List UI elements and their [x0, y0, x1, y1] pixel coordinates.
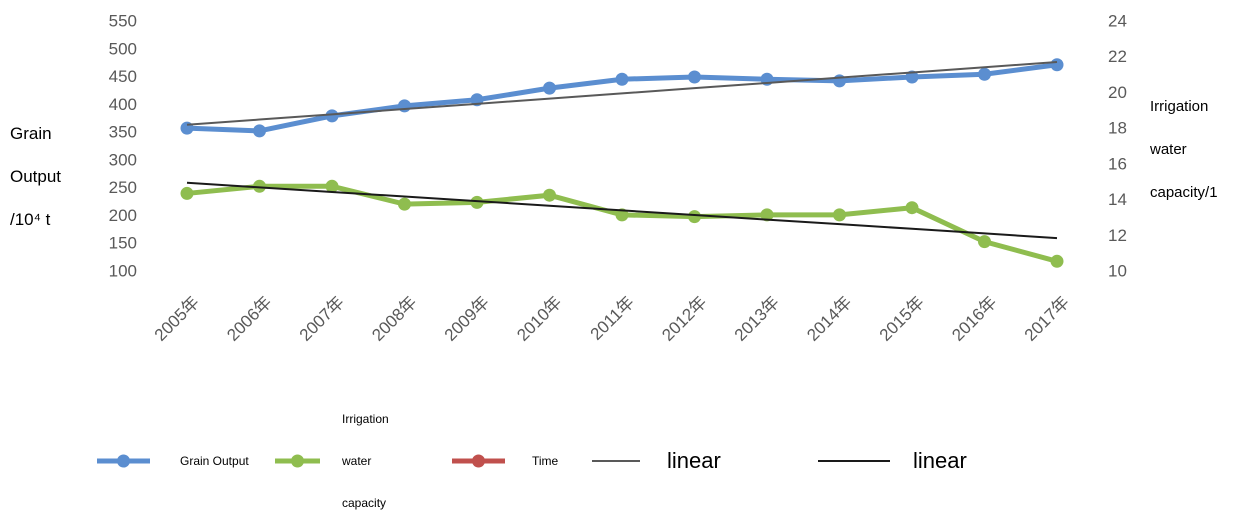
y-tick-label: 550 [109, 11, 137, 30]
marker [398, 99, 411, 113]
marker [760, 208, 774, 222]
y-tick-label: 100 [109, 261, 137, 280]
y2-tick-label: 14 [1108, 190, 1127, 209]
x-tick-label: 2015年 [876, 293, 928, 345]
y2-axis-title: Irrigation water capacity/1 [1150, 98, 1218, 201]
marker [1050, 254, 1064, 268]
trend-line [186, 181, 1058, 240]
marker [325, 179, 339, 193]
y-tick-label: 450 [109, 67, 137, 86]
y-axis-title: Grain Output /10⁴ t [10, 124, 62, 229]
marker [615, 208, 629, 222]
series-line [186, 183, 1058, 264]
legend-label: Irrigation water capacity [342, 412, 389, 510]
y2-tick-label: 16 [1108, 154, 1127, 173]
x-tick-label: 2006年 [223, 293, 275, 345]
marker [978, 67, 991, 81]
x-tick-label: 2012年 [658, 293, 710, 345]
marker [688, 210, 701, 224]
y2-tick-label: 24 [1108, 11, 1127, 30]
marker [180, 186, 194, 200]
marker [833, 208, 846, 222]
x-tick-label: 2014年 [803, 293, 855, 345]
marker [1050, 58, 1064, 72]
legend-marker [291, 454, 304, 468]
legend-label: Time [532, 454, 559, 468]
x-tick-label: 2008年 [368, 293, 420, 345]
x-tick-label: 2005年 [151, 293, 203, 345]
marker [398, 197, 411, 211]
x-tick-label: 2011年 [587, 293, 638, 344]
y2-tick-label: 18 [1108, 119, 1127, 138]
legend-marker [117, 454, 130, 468]
x-tick-label: 2007年 [296, 293, 348, 345]
legend-label: linear [667, 448, 721, 473]
legend-marker [472, 454, 485, 468]
marker [978, 235, 991, 249]
y-tick-label: 200 [109, 206, 137, 225]
marker [470, 195, 484, 209]
marker [253, 179, 266, 193]
marker [543, 81, 556, 95]
y2-tick-label: 12 [1108, 226, 1127, 245]
y-tick-label: 300 [109, 150, 137, 169]
marker [615, 72, 629, 86]
y2-tick-label: 22 [1108, 47, 1127, 66]
x-tick-label: 2017年 [1021, 293, 1073, 345]
y-tick-label: 350 [109, 123, 137, 142]
marker [253, 124, 266, 138]
marker [688, 70, 701, 84]
marker [905, 201, 919, 215]
trend-line [186, 61, 1058, 126]
x-tick-label: 2013年 [731, 293, 783, 345]
marker [543, 188, 556, 202]
legend-label: linear [913, 448, 967, 473]
marker [905, 70, 919, 84]
x-tick-label: 2010年 [513, 293, 565, 345]
x-tick-label: 2009年 [441, 293, 493, 345]
y2-tick-label: 10 [1108, 261, 1127, 280]
y-tick-label: 400 [109, 95, 137, 114]
marker [325, 109, 339, 123]
x-tick-label: 2016年 [948, 293, 1000, 345]
y2-tick-label: 20 [1108, 83, 1127, 102]
y-tick-label: 250 [109, 178, 137, 197]
legend-label: Grain Output [180, 454, 249, 468]
y-tick-label: 500 [109, 39, 137, 58]
y-tick-label: 150 [109, 234, 137, 253]
